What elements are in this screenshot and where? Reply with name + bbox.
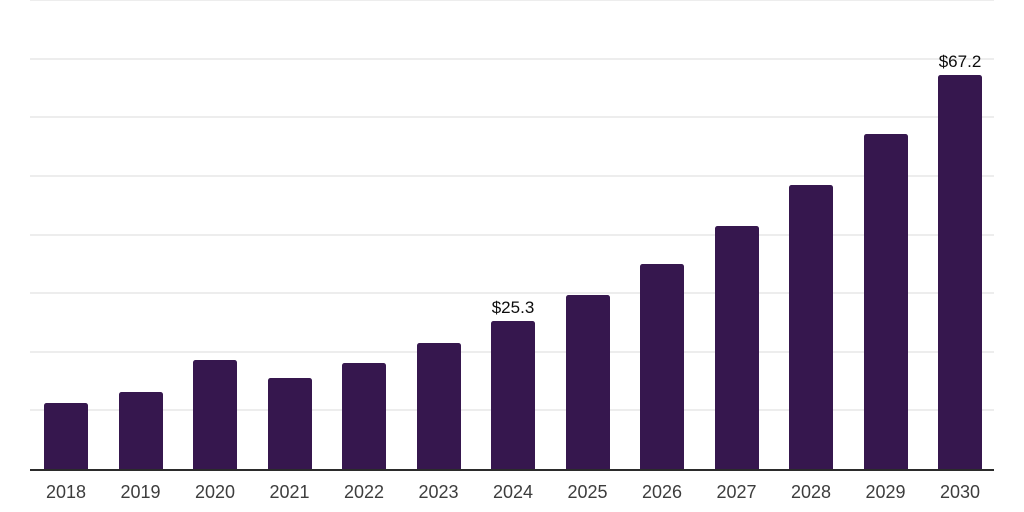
gridline-60 bbox=[30, 116, 994, 119]
gridline-80 bbox=[30, 0, 994, 1]
bar-2023 bbox=[416, 342, 461, 469]
x-tick-label-2026: 2026 bbox=[641, 482, 683, 502]
x-tick-label-2022: 2022 bbox=[343, 482, 385, 502]
bar-2026 bbox=[640, 264, 684, 469]
x-tick-label-2021: 2021 bbox=[269, 482, 310, 502]
gridline-70 bbox=[30, 57, 994, 60]
bar-2020 bbox=[193, 359, 237, 469]
x-tick-label-2023: 2023 bbox=[418, 482, 459, 502]
x-tick-label-2029: 2029 bbox=[865, 482, 906, 502]
bar-2022 bbox=[342, 362, 386, 469]
gridline-40 bbox=[30, 233, 994, 236]
gridline-30 bbox=[30, 292, 994, 295]
x-tick-label-2030: 2030 bbox=[939, 482, 981, 502]
bar-2028 bbox=[789, 184, 833, 469]
x-axis-line bbox=[30, 469, 994, 471]
value-label-2024: $25.3 bbox=[491, 297, 535, 317]
x-tick-label-2020: 2020 bbox=[194, 482, 236, 502]
bar-2025 bbox=[565, 294, 610, 469]
x-tick-label-2027: 2027 bbox=[716, 482, 757, 502]
bar-2018 bbox=[44, 402, 88, 469]
bar-2019 bbox=[118, 391, 163, 469]
bar-2030: $67.2 bbox=[938, 53, 982, 469]
value-label-2030: $67.2 bbox=[938, 52, 982, 72]
plot-area: $25.3 $67.2 bbox=[30, 0, 994, 469]
x-tick-label-2018: 2018 bbox=[45, 482, 87, 502]
bar-2021 bbox=[267, 377, 312, 469]
bar-2029 bbox=[863, 134, 908, 469]
bar-2024: $25.3 bbox=[491, 299, 535, 469]
x-tick-label-2024: 2024 bbox=[492, 482, 534, 502]
x-tick-label-2019: 2019 bbox=[120, 482, 161, 502]
x-tick-label-2025: 2025 bbox=[567, 482, 608, 502]
gridline-50 bbox=[30, 174, 994, 177]
x-tick-label-2028: 2028 bbox=[790, 482, 832, 502]
bar-2027 bbox=[714, 226, 759, 469]
